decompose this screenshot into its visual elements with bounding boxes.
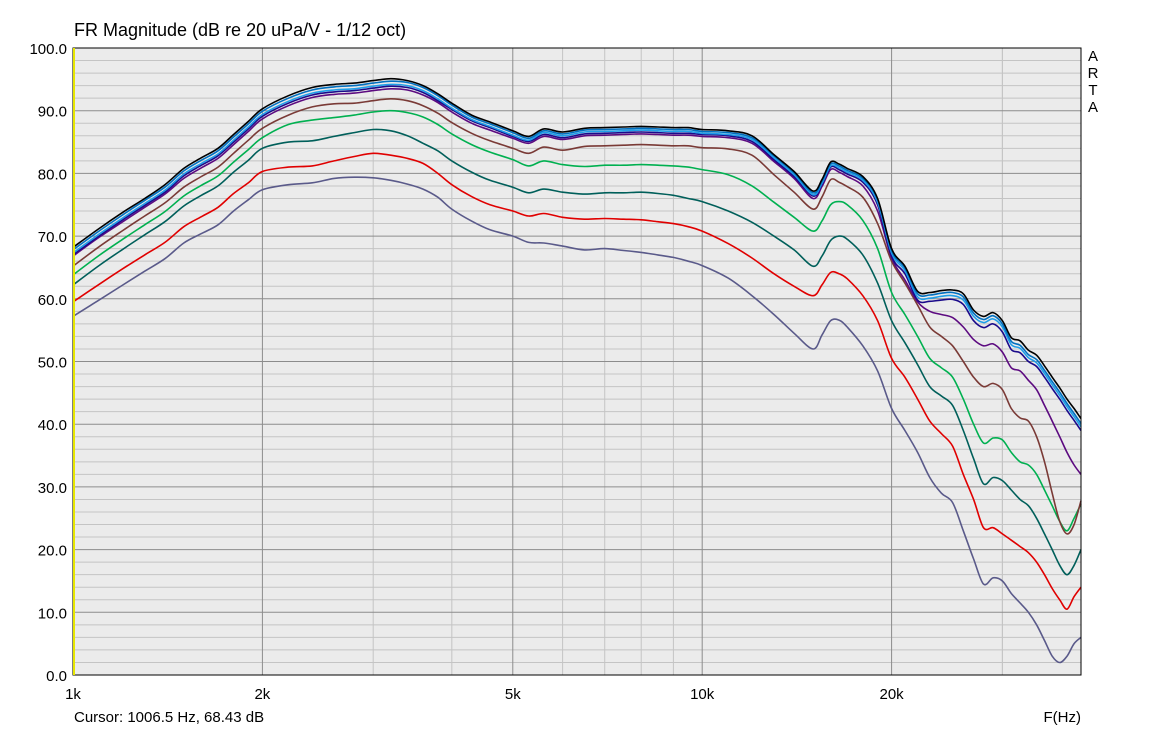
y-tick-label: 50.0 (38, 355, 67, 372)
x-tick-label: 2k (254, 686, 270, 703)
x-tick-label: 20k (880, 686, 905, 703)
x-tick-label: 5k (505, 686, 521, 703)
y-tick-label: 10.0 (38, 605, 67, 622)
series-line-6 (72, 98, 1082, 535)
arta-brand-label: ARTA (1087, 48, 1099, 116)
x-axis-tick-labels: 1k 2k 5k 10k 20k (65, 686, 904, 703)
minor-grid (73, 48, 1081, 675)
y-tick-label: 90.0 (38, 104, 67, 121)
series-line-4 (72, 85, 1082, 431)
x-tick-label: 10k (690, 686, 715, 703)
y-tick-label: 60.0 (38, 292, 67, 309)
cursor-readout: Cursor: 1006.5 Hz, 68.43 dB (74, 709, 265, 726)
y-tick-label: 0.0 (46, 668, 67, 685)
x-axis-label: F(Hz) (1044, 709, 1082, 726)
series-line-2 (72, 80, 1082, 425)
y-axis-tick-labels: 0.0 10.0 20.0 30.0 40.0 50.0 60.0 70.0 80.0 90.0 1… (29, 41, 67, 685)
series-line-5 (72, 87, 1082, 475)
series-line-10 (72, 176, 1082, 664)
series-line-1 (72, 77, 1082, 420)
series-layer (72, 77, 1082, 664)
series-line-9 (72, 152, 1082, 610)
series-line-3 (72, 83, 1082, 428)
y-tick-label: 70.0 (38, 229, 67, 246)
series-line-7 (72, 109, 1082, 532)
y-tick-label: 40.0 (38, 417, 67, 434)
series-line-8 (72, 128, 1082, 576)
x-tick-label: 1k (65, 686, 81, 703)
y-tick-label: 100.0 (29, 41, 67, 58)
chart-title: FR Magnitude (dB re 20 uPa/V - 1/12 oct) (74, 20, 407, 40)
y-tick-label: 20.0 (38, 543, 67, 560)
y-tick-label: 80.0 (38, 166, 67, 183)
y-tick-label: 30.0 (38, 480, 67, 497)
